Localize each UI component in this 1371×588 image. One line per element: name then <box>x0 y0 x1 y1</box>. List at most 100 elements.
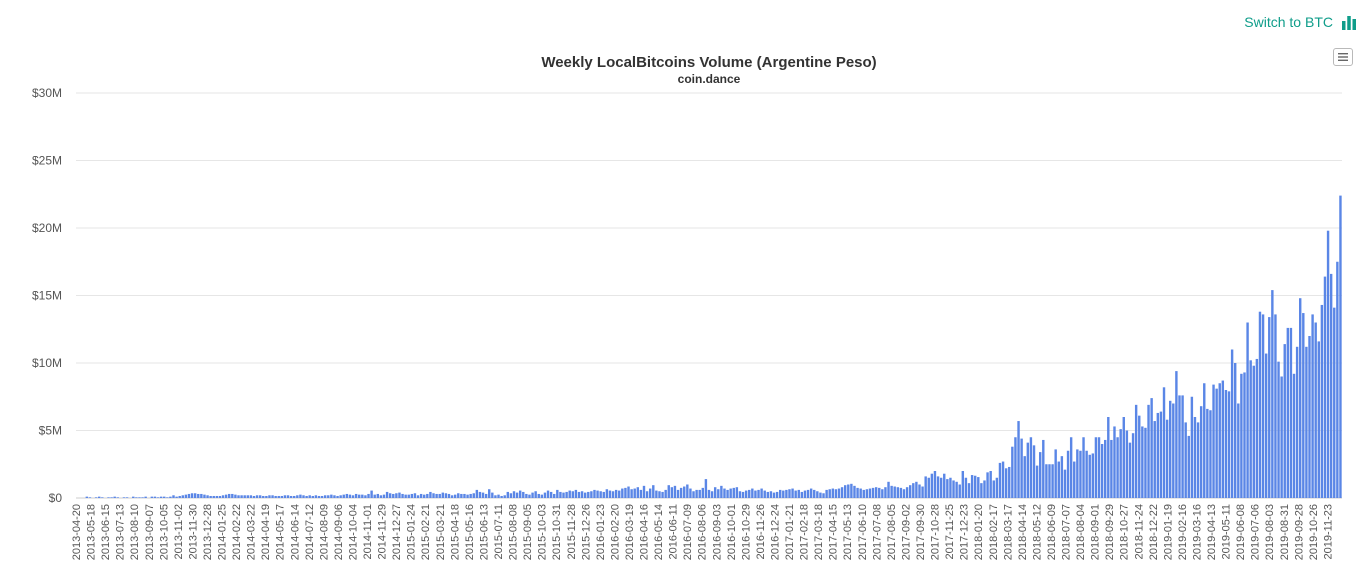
bar[interactable] <box>633 488 636 498</box>
bar[interactable] <box>221 495 225 498</box>
bar[interactable] <box>361 494 364 499</box>
bar[interactable] <box>1323 276 1327 498</box>
bar[interactable] <box>416 495 420 498</box>
bar[interactable] <box>426 493 429 498</box>
bar[interactable] <box>271 495 274 498</box>
bar[interactable] <box>766 491 770 498</box>
bar[interactable] <box>853 485 856 498</box>
bar[interactable] <box>1162 387 1166 498</box>
bar[interactable] <box>435 493 438 498</box>
bar[interactable] <box>531 492 534 498</box>
bar[interactable] <box>450 495 454 498</box>
bar[interactable] <box>277 495 280 498</box>
bar[interactable] <box>648 488 652 498</box>
bar[interactable] <box>184 494 188 499</box>
bar[interactable] <box>834 489 838 498</box>
bar[interactable] <box>908 485 912 498</box>
bar[interactable] <box>150 496 154 498</box>
bar[interactable] <box>190 493 194 498</box>
bar[interactable] <box>655 490 658 498</box>
switch-to-btc-link[interactable]: Switch to BTC <box>1244 14 1333 30</box>
bar[interactable] <box>231 493 234 498</box>
bar[interactable] <box>1333 307 1336 498</box>
bar[interactable] <box>497 494 500 499</box>
bar[interactable] <box>484 493 488 498</box>
bar[interactable] <box>738 491 742 498</box>
bar[interactable] <box>785 489 788 498</box>
bar[interactable] <box>794 490 797 498</box>
bar[interactable] <box>1144 427 1147 498</box>
bar[interactable] <box>478 491 482 498</box>
bar[interactable] <box>317 495 321 498</box>
bar[interactable] <box>952 480 955 498</box>
bar[interactable] <box>559 491 562 498</box>
bar[interactable] <box>122 497 126 498</box>
bar[interactable] <box>939 477 943 498</box>
bar[interactable] <box>333 495 336 498</box>
bar[interactable] <box>1209 410 1212 498</box>
bar[interactable] <box>327 495 330 498</box>
bar[interactable] <box>1104 439 1107 498</box>
bar[interactable] <box>949 477 952 498</box>
bar[interactable] <box>224 494 228 499</box>
bar[interactable] <box>364 495 367 498</box>
bar[interactable] <box>751 488 754 498</box>
bar[interactable] <box>262 495 265 498</box>
bar[interactable] <box>602 491 605 498</box>
bar[interactable] <box>568 490 571 498</box>
bar[interactable] <box>1215 388 1218 498</box>
bar[interactable] <box>1255 358 1259 498</box>
bar[interactable] <box>193 493 197 498</box>
bar[interactable] <box>101 497 104 498</box>
bar[interactable] <box>772 492 776 498</box>
bar[interactable] <box>463 493 466 498</box>
bar[interactable] <box>1314 322 1317 499</box>
bar[interactable] <box>661 491 664 498</box>
bar[interactable] <box>376 493 379 498</box>
bar[interactable] <box>973 475 977 498</box>
bar[interactable] <box>206 495 209 498</box>
bar[interactable] <box>228 493 231 498</box>
bar[interactable] <box>1042 439 1045 498</box>
bar[interactable] <box>822 493 825 498</box>
bar[interactable] <box>645 491 649 498</box>
bar[interactable] <box>1178 395 1181 498</box>
bar[interactable] <box>466 494 469 499</box>
bar[interactable] <box>813 489 816 498</box>
bar[interactable] <box>156 497 160 498</box>
bar[interactable] <box>258 495 262 498</box>
bar[interactable] <box>741 491 745 498</box>
bar[interactable] <box>1271 290 1274 498</box>
bar[interactable] <box>197 493 200 498</box>
bar[interactable] <box>735 487 739 498</box>
bar[interactable] <box>1249 360 1252 498</box>
bar[interactable] <box>395 493 398 498</box>
bar[interactable] <box>107 497 110 498</box>
bar[interactable] <box>1159 411 1163 498</box>
bar[interactable] <box>791 488 794 498</box>
bar[interactable] <box>574 489 578 498</box>
bar[interactable] <box>1289 327 1293 498</box>
bar-chart-icon[interactable] <box>1341 14 1357 30</box>
bar[interactable] <box>924 476 927 498</box>
bar[interactable] <box>658 491 661 498</box>
bar[interactable] <box>110 497 113 498</box>
bar[interactable] <box>1004 468 1008 498</box>
bar[interactable] <box>1051 464 1054 498</box>
bar[interactable] <box>571 491 575 498</box>
bar[interactable] <box>1001 461 1005 498</box>
bar[interactable] <box>831 488 835 498</box>
bar[interactable] <box>314 495 318 498</box>
bar[interactable] <box>624 487 627 499</box>
bar[interactable] <box>618 490 621 498</box>
bar[interactable] <box>537 493 540 498</box>
bar[interactable] <box>342 494 345 499</box>
bar[interactable] <box>1283 344 1286 498</box>
bar[interactable] <box>546 490 550 498</box>
bar[interactable] <box>621 488 624 498</box>
bar[interactable] <box>305 495 308 498</box>
bar[interactable] <box>1224 390 1228 498</box>
bar[interactable] <box>1292 373 1296 498</box>
bar[interactable] <box>209 495 212 498</box>
bar[interactable] <box>1107 417 1110 498</box>
